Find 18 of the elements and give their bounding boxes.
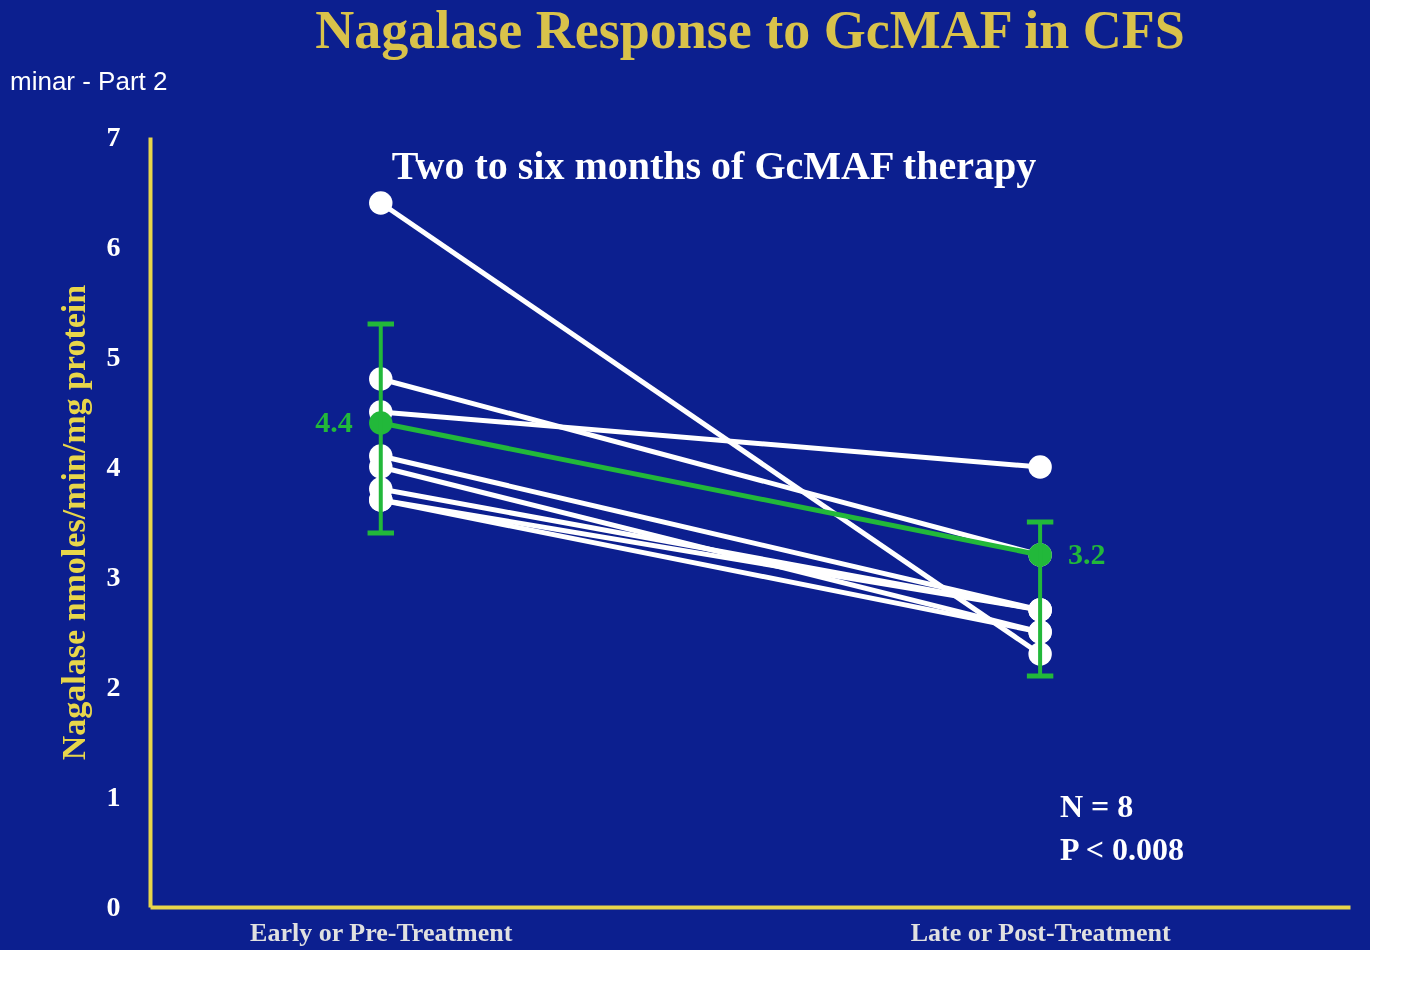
y-tick-label: 7 xyxy=(106,120,121,152)
y-tick-label: 2 xyxy=(106,670,121,702)
y-tick-label: 6 xyxy=(106,230,121,262)
y-tick-label: 0 xyxy=(106,890,121,922)
y-tick-label: 3 xyxy=(106,560,121,592)
text: minar - Part 2 xyxy=(10,66,168,96)
x-tick-label: Early or Pre-Treatment xyxy=(250,917,513,947)
chart-title: Nagalase Response to GcMAF in CFS xyxy=(315,0,1185,60)
data-label: 3.2 xyxy=(1068,537,1106,570)
annotation: P < 0.008 xyxy=(1060,831,1185,867)
y-tick-label: 1 xyxy=(106,780,121,812)
y-tick-label: 5 xyxy=(106,340,121,372)
annotation: N = 8 xyxy=(1060,788,1134,824)
chart-subtitle: Two to six months of GcMAF therapy xyxy=(391,143,1037,188)
x-tick-label: Late or Post-Treatment xyxy=(910,917,1171,947)
data-label: 4.4 xyxy=(315,405,353,438)
y-tick-label: 4 xyxy=(106,450,121,482)
y-axis-title: Nagalase nmoles/min/mg protein xyxy=(54,284,92,761)
